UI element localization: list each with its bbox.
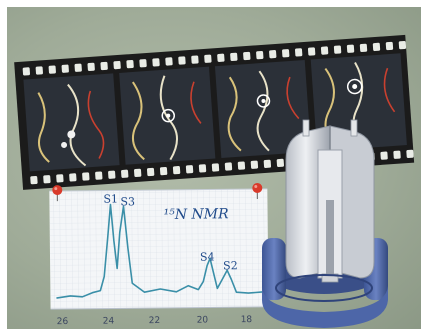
film-sprocket-hole	[250, 160, 259, 169]
film-sprocket-hole	[269, 50, 277, 59]
film-sprocket-hole	[159, 166, 168, 176]
film-sprocket-hole	[35, 66, 43, 75]
film-frame-1	[23, 73, 120, 172]
film-sprocket-hole	[398, 40, 407, 50]
film-sprocket-hole	[48, 65, 56, 74]
film-sprocket-hole	[165, 57, 173, 66]
film-sprocket-hole	[69, 173, 77, 182]
film-sprocket-hole	[185, 165, 194, 174]
film-sprocket-hole	[56, 174, 64, 183]
film-sprocket-hole	[82, 172, 90, 181]
peak-label-s4: S4	[200, 250, 215, 263]
film-sprocket-hole	[243, 51, 251, 61]
film-sprocket-hole	[113, 60, 121, 70]
nmr-paper: S1 S3 S4 S2 ¹⁵N NMR 26 24 22 20 18	[49, 182, 269, 327]
film-sprocket-hole	[282, 49, 290, 58]
film-sprocket-hole	[230, 52, 238, 62]
film-sprocket-hole	[217, 53, 225, 62]
film-sprocket-hole	[22, 67, 31, 76]
peak-label-s2: S2	[223, 259, 238, 272]
film-sprocket-hole	[211, 163, 220, 172]
film-sprocket-hole	[263, 159, 272, 168]
film-sprocket-hole	[172, 166, 181, 175]
rotor-body	[285, 119, 375, 283]
peak-label-s1: S1	[103, 192, 118, 205]
film-sprocket-hole	[256, 50, 264, 60]
film-frame-2	[119, 66, 216, 165]
axis-tick-22: 22	[149, 316, 161, 326]
film-sprocket-hole	[87, 62, 95, 72]
film-sprocket-hole	[100, 61, 108, 71]
rotor-housing-front	[262, 286, 388, 328]
film-sprocket-hole	[139, 59, 147, 68]
film-sprocket-hole	[237, 161, 246, 170]
pin-right	[252, 182, 263, 199]
film-frame-3	[214, 59, 312, 159]
nmr-spectrum-line	[56, 203, 263, 299]
film-sprocket-hole	[372, 42, 381, 52]
film-sprockets-top	[22, 40, 407, 76]
nmr-title: ¹⁵N NMR	[163, 206, 229, 223]
film-sprocket-hole	[204, 54, 212, 63]
film-sprocket-hole	[393, 150, 401, 159]
peak-label-s3: S3	[120, 195, 135, 208]
film-strip	[14, 34, 415, 190]
film-sprocket-hole	[406, 149, 414, 158]
film-sprocket-hole	[333, 45, 342, 54]
film-sprocket-hole	[43, 175, 51, 184]
film-sprocket-hole	[359, 43, 368, 52]
film-sprocket-hole	[108, 170, 116, 179]
pin-left	[52, 185, 63, 202]
film-sprocket-hole	[385, 41, 394, 51]
film-sprocket-hole	[95, 171, 103, 180]
film-sprocket-hole	[380, 151, 388, 160]
film-sprocket-hole	[198, 164, 207, 173]
film-sprocket-hole	[121, 169, 129, 178]
axis-tick-20: 20	[197, 315, 209, 325]
film-sprocket-hole	[191, 55, 199, 64]
film-sprocket-hole	[61, 64, 69, 73]
film-sprocket-hole	[152, 58, 160, 67]
film-sprocket-hole	[295, 48, 303, 57]
film-sprocket-hole	[224, 162, 233, 171]
film-sprocket-hole	[30, 176, 38, 185]
film-sprocket-hole	[146, 167, 155, 177]
nmr-rotor-assembly	[262, 119, 388, 328]
film-sprocket-hole	[126, 60, 134, 69]
film-sprocket-hole	[307, 47, 316, 56]
film-sprocket-hole	[74, 63, 82, 72]
film-sprocket-hole	[346, 44, 355, 53]
film-sprocket-hole	[276, 158, 285, 168]
film-sprocket-hole	[178, 56, 186, 65]
axis-tick-24: 24	[103, 316, 115, 326]
film-sprocket-hole	[134, 168, 142, 178]
axis-tick-26: 26	[57, 317, 69, 327]
film-sprocket-hole	[320, 46, 329, 55]
axis-tick-18: 18	[241, 315, 253, 325]
